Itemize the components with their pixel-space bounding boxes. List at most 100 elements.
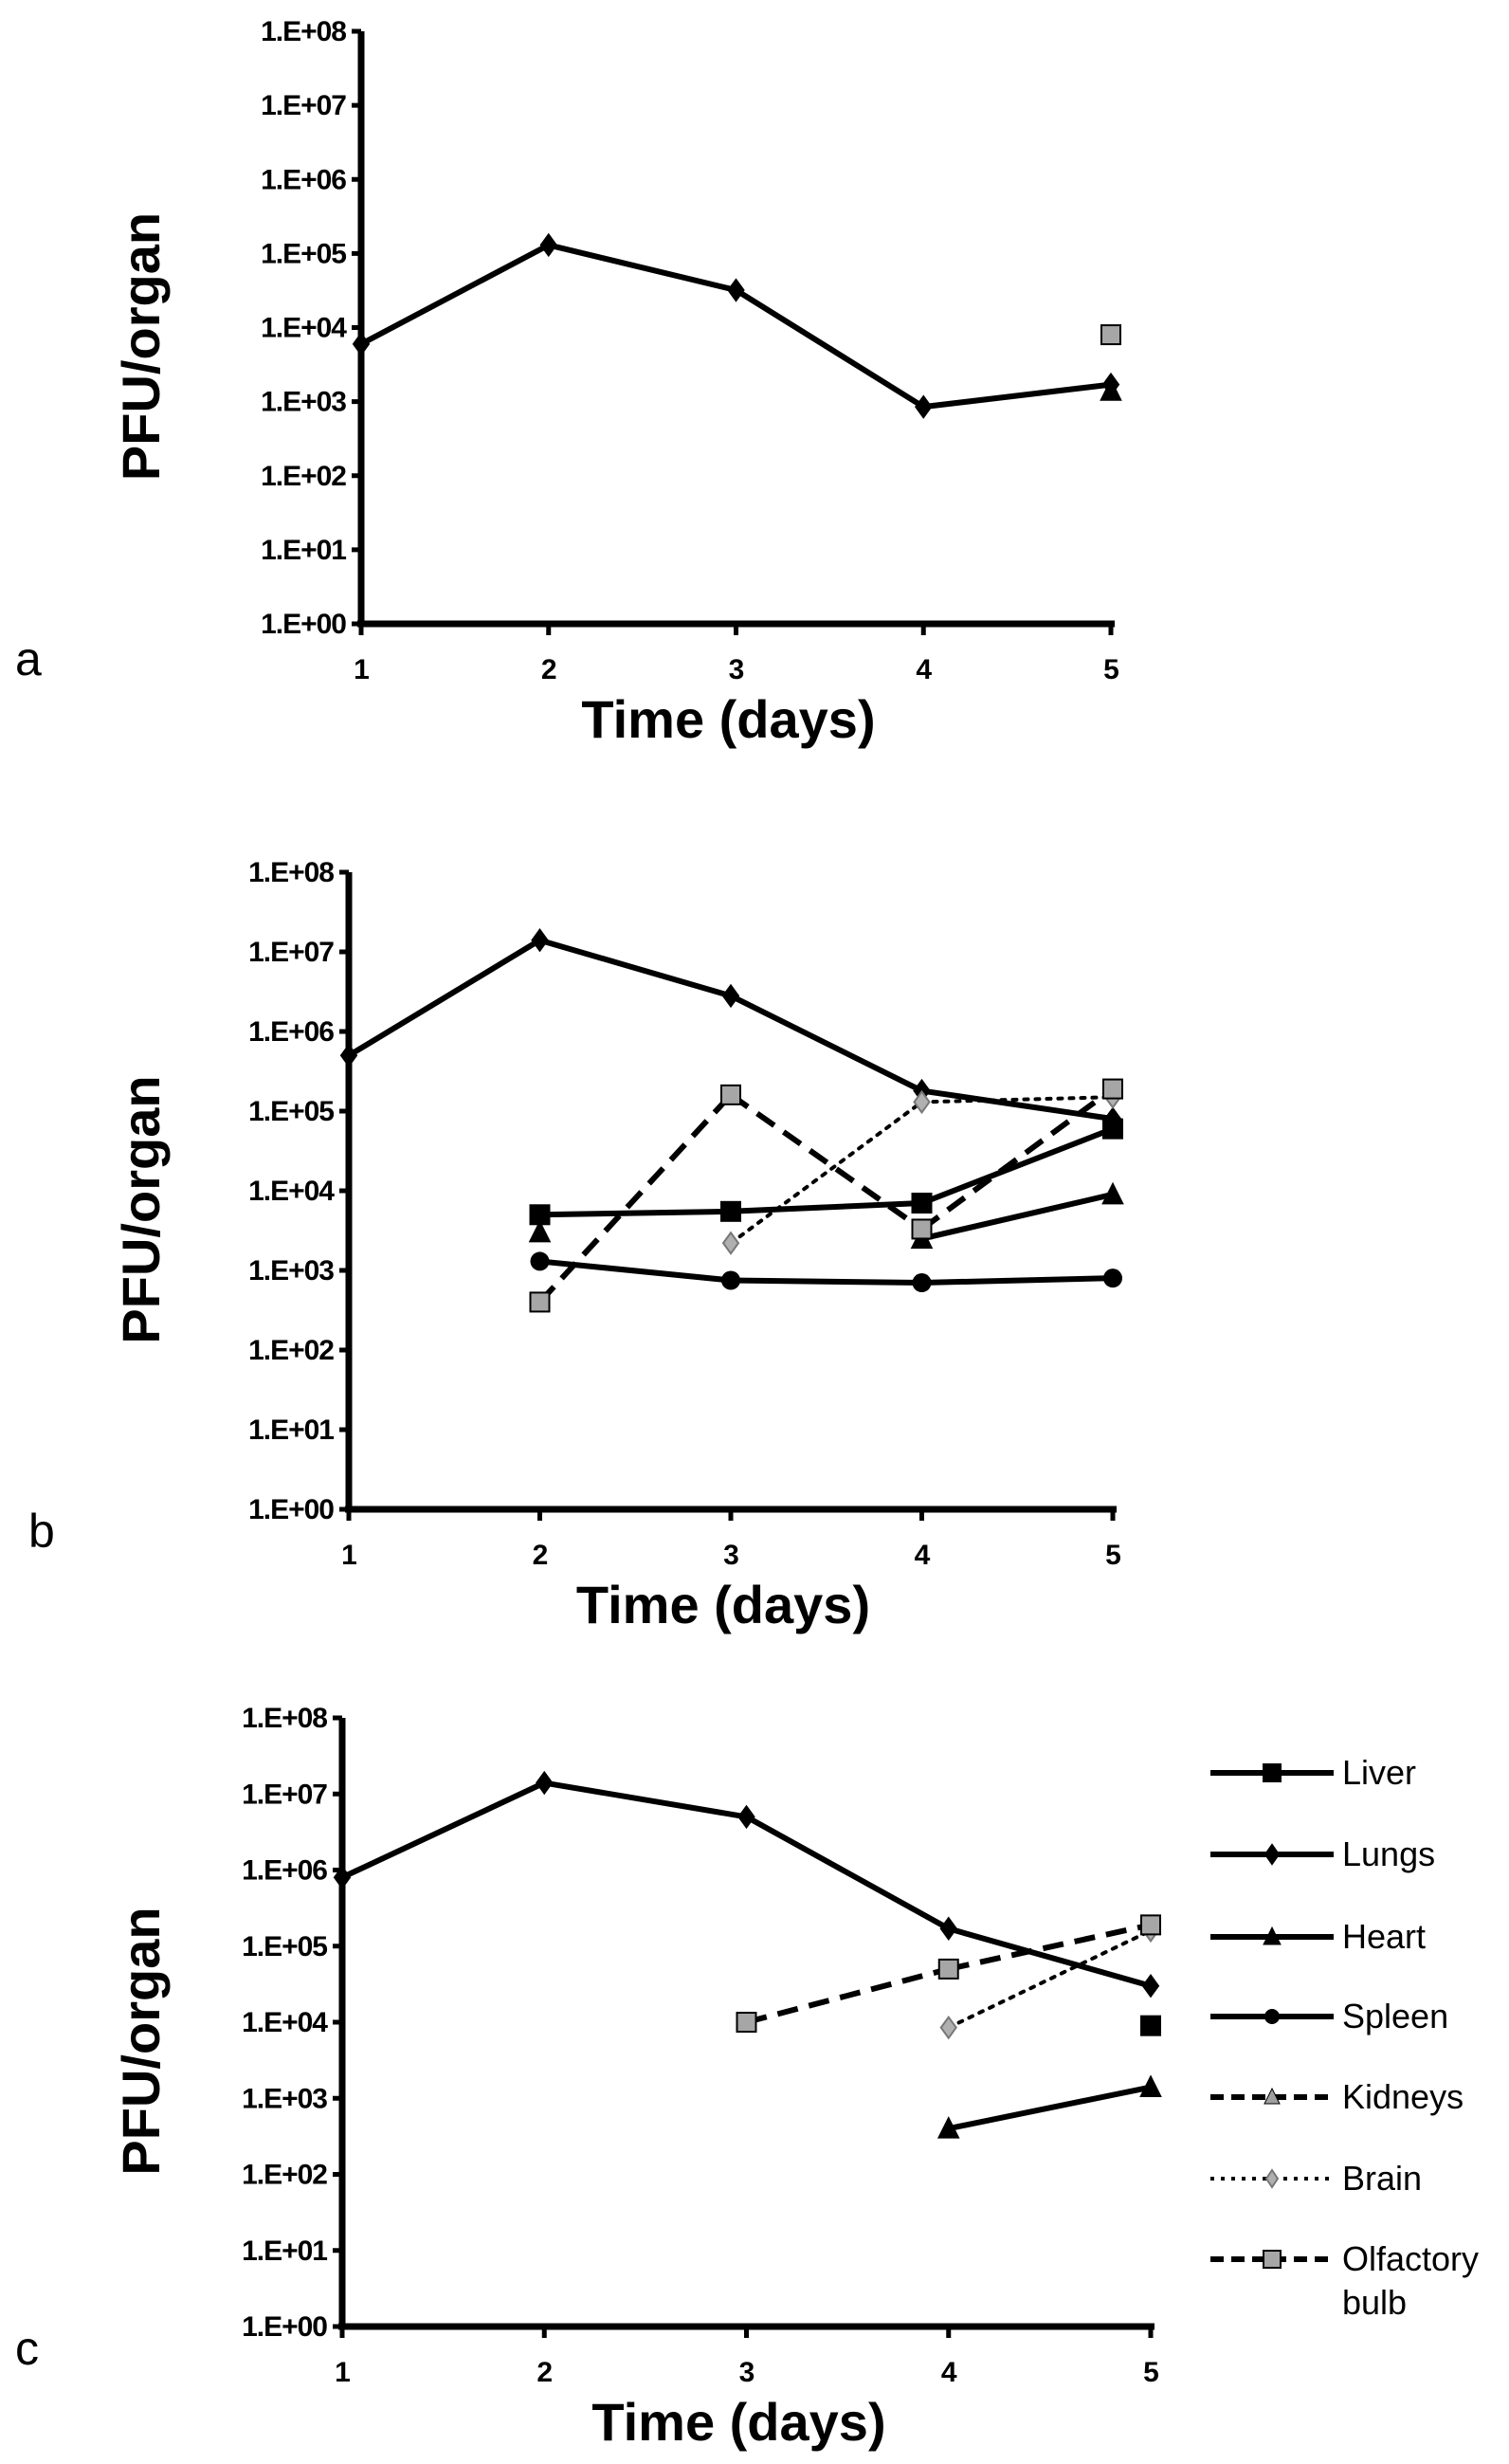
data-point xyxy=(1100,378,1122,401)
x-axis-label: Time (days) xyxy=(576,1575,870,1634)
data-point xyxy=(1101,1181,1124,1205)
data-point xyxy=(936,2116,960,2139)
series-heart xyxy=(1100,378,1122,401)
data-point xyxy=(912,1273,932,1293)
data-point xyxy=(531,928,549,953)
y-tick-label: 1.E+04 xyxy=(248,1176,335,1207)
series-liver xyxy=(1140,2015,1161,2036)
y-tick-label: 1.E+06 xyxy=(242,1855,327,1887)
chart-panel-b: 1.E+00 1.E+01 1.E+02 1.E+03 1.E+04 1.E+05 1.E+… xyxy=(28,857,1124,1634)
legend-marker xyxy=(1264,2168,1280,2189)
panel-label: a xyxy=(15,632,42,685)
legend-entry-kidneys: Kidneys xyxy=(1210,2077,1464,2116)
data-point xyxy=(1140,2015,1161,2036)
series-liver xyxy=(529,1118,1123,1226)
series-line-segment xyxy=(548,242,737,293)
data-point xyxy=(939,1916,957,1941)
data-point xyxy=(911,1193,933,1214)
series-line-segment xyxy=(539,1208,732,1218)
y-tick-label: 1.E+06 xyxy=(248,1016,334,1048)
series-line-segment xyxy=(920,1125,1115,1206)
chart-panel-c: 1.E+00 1.E+01 1.E+02 1.E+03 1.E+04 1.E+05 1.E+… xyxy=(15,1703,1479,2452)
x-tick-label: 3 xyxy=(729,654,744,685)
x-tick-label: 5 xyxy=(1105,1540,1120,1571)
data-point xyxy=(352,332,371,356)
series-line-segment xyxy=(919,1095,1115,1104)
series-olfactory-bulb xyxy=(1100,324,1121,346)
series-line-segment xyxy=(921,1087,1114,1122)
series-line-segment xyxy=(730,1277,922,1287)
x-tick-label: 1 xyxy=(335,2357,350,2388)
y-tick-label: 1.E+05 xyxy=(242,1931,327,1962)
x-tick-label: 2 xyxy=(541,654,556,685)
legend-label: Liver xyxy=(1342,1753,1416,1792)
x-tick-label: 2 xyxy=(536,2357,552,2388)
x-tick-label: 4 xyxy=(941,2357,957,2388)
y-tick-label: 1.E+07 xyxy=(242,1779,327,1810)
series-spleen xyxy=(530,1251,1122,1293)
series-lungs xyxy=(352,232,1120,419)
y-tick-label: 1.E+03 xyxy=(242,2083,327,2114)
data-point xyxy=(1102,1078,1123,1100)
y-tick-label: 1.E+05 xyxy=(261,238,346,269)
data-point xyxy=(937,1958,959,1980)
data-point xyxy=(720,1084,741,1105)
y-tick-label: 1.E+00 xyxy=(242,2311,327,2343)
y-tick-label: 1.E+08 xyxy=(248,857,334,888)
legend-entry-lungs: Lungs xyxy=(1210,1834,1435,1873)
data-point xyxy=(1100,324,1121,346)
legend-marker xyxy=(1264,2087,1281,2105)
series-line-segment xyxy=(359,242,551,347)
legend-entry-liver: Liver xyxy=(1210,1753,1416,1792)
data-point xyxy=(720,1200,741,1222)
y-tick-label: 1.E+08 xyxy=(242,1703,327,1734)
x-tick-label: 4 xyxy=(916,654,932,685)
x-tick-label: 4 xyxy=(915,1540,931,1571)
series-line-segment xyxy=(745,1966,950,2025)
chart-panel-a: 1.E+00 1.E+01 1.E+02 1.E+03 1.E+04 1.E+05 1.E+… xyxy=(15,16,1122,749)
data-point xyxy=(539,232,557,258)
series-line-segment xyxy=(922,381,1112,411)
series-line-segment xyxy=(340,1780,546,1880)
series-olfactory-bulb xyxy=(529,1078,1123,1313)
data-point xyxy=(1103,1269,1122,1288)
y-tick-label: 1.E+01 xyxy=(242,2236,327,2267)
series-line-segment xyxy=(919,1086,1115,1232)
y-tick-label: 1.E+05 xyxy=(248,1096,334,1127)
legend-label: Olfactory xyxy=(1342,2239,1479,2278)
data-point xyxy=(721,1231,740,1255)
y-tick-label: 1.E+01 xyxy=(261,535,346,566)
legend-label: Lungs xyxy=(1342,1834,1435,1873)
panel-label: b xyxy=(28,1505,55,1558)
x-tick-label: 3 xyxy=(723,1540,738,1571)
data-point xyxy=(911,1218,933,1240)
data-point xyxy=(721,1270,740,1290)
y-tick-label: 1.E+03 xyxy=(261,387,346,418)
data-point xyxy=(1140,1914,1161,1936)
series-line-segment xyxy=(921,1275,1114,1287)
series-olfactory-bulb xyxy=(736,1914,1161,2033)
data-point xyxy=(536,1770,554,1796)
data-point xyxy=(1102,1118,1123,1140)
x-tick-label: 2 xyxy=(533,1540,548,1571)
y-tick-label: 1.E+02 xyxy=(261,461,346,492)
series-line-segment xyxy=(538,937,732,999)
data-point xyxy=(721,983,740,1009)
data-point xyxy=(939,2015,957,2040)
panel-label: c xyxy=(15,2322,39,2375)
series-lungs xyxy=(339,928,1122,1131)
data-point xyxy=(529,1291,551,1313)
y-tick-label: 1.E+00 xyxy=(261,609,346,640)
data-point xyxy=(530,1251,550,1271)
series-line-segment xyxy=(947,1926,1152,1989)
x-tick-label: 5 xyxy=(1103,654,1118,685)
y-tick-label: 1.E+02 xyxy=(248,1335,334,1366)
legend-marker xyxy=(1264,1843,1281,1866)
data-point xyxy=(915,394,933,419)
data-point xyxy=(736,2012,757,2033)
legend-label: Spleen xyxy=(1342,1997,1448,2035)
x-tick-label: 1 xyxy=(354,654,369,685)
legend-label: Brain xyxy=(1342,2159,1422,2198)
legend-entry-brain: Brain xyxy=(1210,2159,1422,2198)
series-line-segment xyxy=(537,1092,734,1305)
